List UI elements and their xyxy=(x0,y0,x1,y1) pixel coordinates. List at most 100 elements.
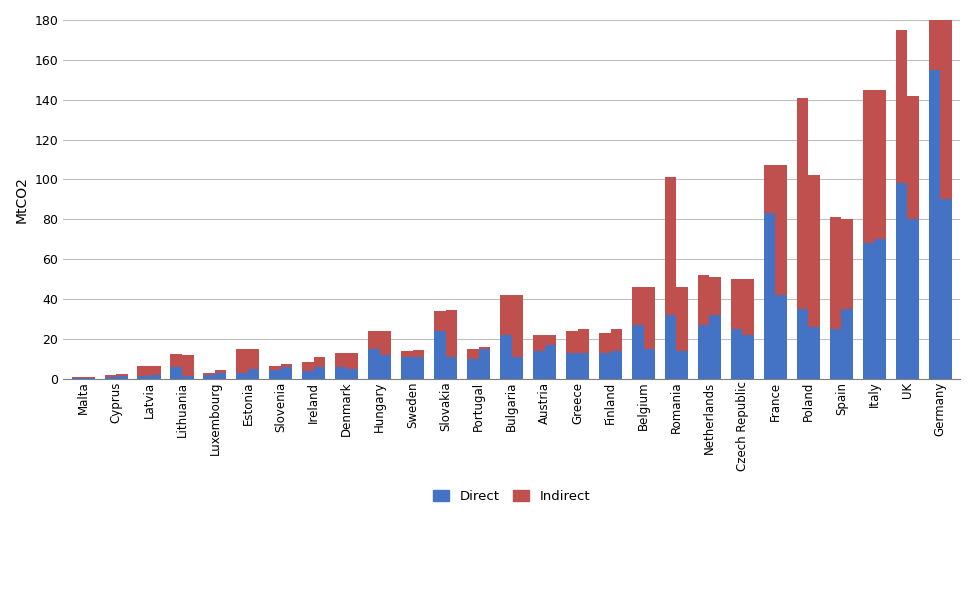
Bar xyxy=(677,287,688,351)
Legend: Direct, Indirect: Direct, Indirect xyxy=(428,485,595,508)
Bar xyxy=(841,309,853,379)
Bar xyxy=(500,335,512,379)
Bar xyxy=(928,70,940,379)
Bar xyxy=(577,329,589,353)
Bar xyxy=(545,345,556,379)
Bar xyxy=(533,351,545,379)
Bar xyxy=(797,97,808,309)
Bar xyxy=(512,295,524,357)
Bar xyxy=(182,355,193,376)
Bar xyxy=(281,367,292,379)
Bar xyxy=(236,349,248,373)
Bar xyxy=(380,331,391,355)
Bar xyxy=(137,376,149,379)
Bar xyxy=(908,219,918,379)
Bar xyxy=(632,325,644,379)
Bar xyxy=(446,310,457,357)
Bar xyxy=(71,377,83,379)
Bar xyxy=(412,357,424,379)
Bar xyxy=(644,287,655,349)
Bar xyxy=(149,366,161,375)
Bar xyxy=(875,239,886,379)
Bar xyxy=(116,376,128,379)
Bar xyxy=(763,213,775,379)
Bar xyxy=(204,375,215,379)
Bar xyxy=(401,357,412,379)
Bar xyxy=(214,373,226,379)
Bar xyxy=(577,353,589,379)
Bar xyxy=(171,367,182,379)
Bar xyxy=(302,371,314,379)
Bar xyxy=(566,331,577,353)
Bar xyxy=(380,355,391,379)
Bar xyxy=(269,370,281,379)
Bar xyxy=(742,335,754,379)
Bar xyxy=(335,353,347,367)
Bar xyxy=(863,243,875,379)
Bar xyxy=(171,354,182,367)
Bar xyxy=(182,376,193,379)
Bar xyxy=(566,353,577,379)
Bar xyxy=(710,277,721,315)
Bar xyxy=(928,18,940,70)
Bar xyxy=(545,335,556,345)
Bar xyxy=(797,309,808,379)
Bar xyxy=(401,351,412,357)
Bar xyxy=(302,362,314,371)
Bar xyxy=(369,331,380,349)
Bar xyxy=(204,373,215,375)
Bar xyxy=(710,315,721,379)
Bar xyxy=(149,375,161,379)
Bar xyxy=(610,351,622,379)
Bar xyxy=(467,359,479,379)
Bar xyxy=(940,199,952,379)
Bar xyxy=(467,349,479,359)
Bar xyxy=(731,329,742,379)
Bar xyxy=(677,351,688,379)
Bar xyxy=(533,335,545,351)
Bar xyxy=(763,166,775,213)
Bar xyxy=(775,166,787,295)
Bar xyxy=(434,331,446,379)
Bar xyxy=(314,367,326,379)
Bar xyxy=(841,219,853,309)
Bar xyxy=(665,315,677,379)
Bar xyxy=(500,295,512,335)
Bar xyxy=(479,347,490,349)
Bar xyxy=(830,329,841,379)
Bar xyxy=(236,373,248,379)
Bar xyxy=(116,374,128,376)
Bar xyxy=(908,96,918,219)
Bar xyxy=(412,350,424,357)
Bar xyxy=(632,287,644,325)
Bar xyxy=(698,275,710,325)
Bar xyxy=(896,184,908,379)
Bar xyxy=(599,333,610,353)
Bar xyxy=(83,377,95,379)
Bar xyxy=(369,349,380,379)
Bar xyxy=(875,90,886,239)
Bar xyxy=(434,311,446,331)
Bar xyxy=(665,178,677,315)
Bar xyxy=(940,18,952,199)
Bar xyxy=(347,369,359,379)
Bar xyxy=(731,279,742,329)
Bar xyxy=(479,349,490,379)
Bar xyxy=(446,357,457,379)
Bar xyxy=(137,366,149,376)
Bar xyxy=(775,295,787,379)
Bar xyxy=(808,327,820,379)
Bar xyxy=(314,357,326,367)
Bar xyxy=(214,370,226,373)
Bar xyxy=(269,366,281,370)
Bar xyxy=(512,357,524,379)
Bar xyxy=(808,175,820,327)
Y-axis label: MtCO2: MtCO2 xyxy=(15,176,29,223)
Bar xyxy=(248,349,259,369)
Bar xyxy=(347,353,359,369)
Bar xyxy=(698,325,710,379)
Bar xyxy=(599,353,610,379)
Bar xyxy=(896,30,908,184)
Bar xyxy=(335,367,347,379)
Bar xyxy=(644,349,655,379)
